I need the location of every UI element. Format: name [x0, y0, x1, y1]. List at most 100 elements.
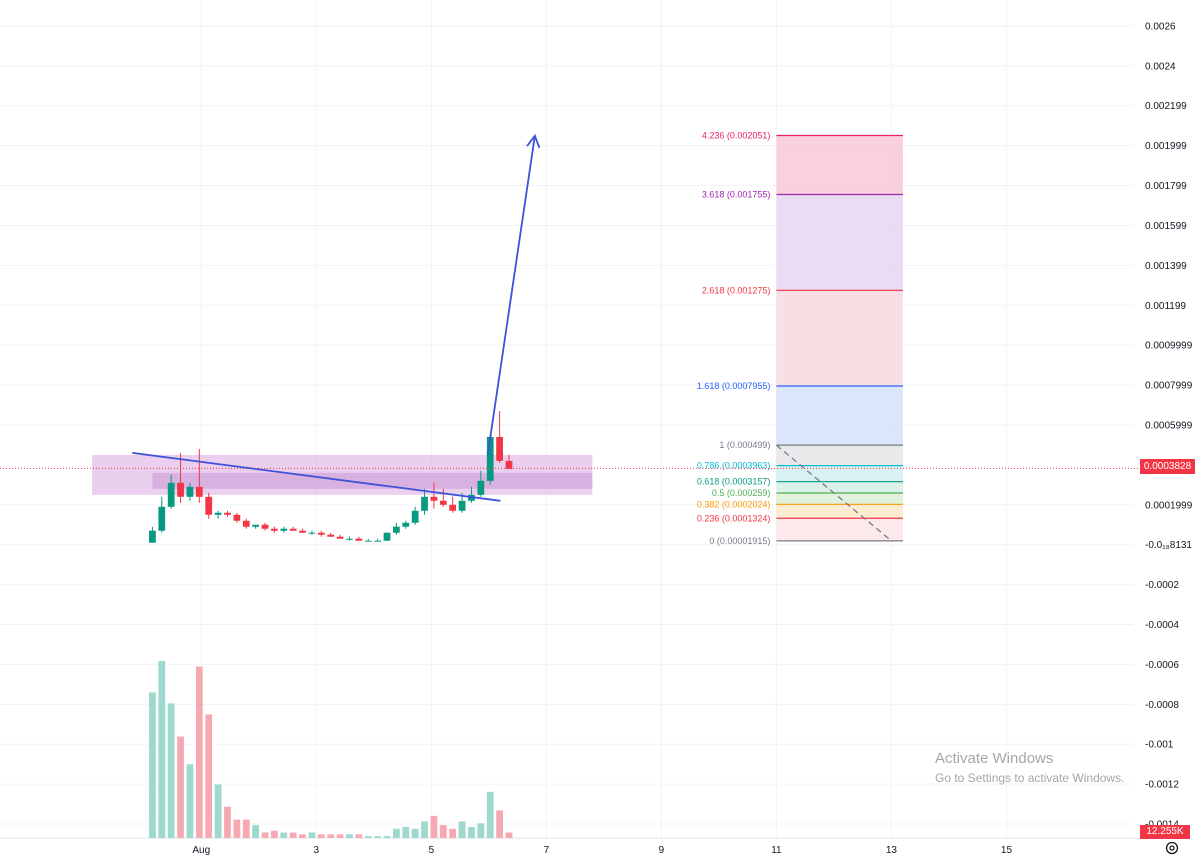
candle-body: [449, 504, 457, 511]
volume-bar: [242, 819, 250, 838]
x-tick-label: 7: [544, 845, 550, 856]
y-tick-label: 0.001799: [1145, 181, 1187, 192]
candle-body: [327, 534, 335, 537]
x-axis[interactable]: Aug 3 5 7 9 11 13 15: [192, 845, 1012, 856]
y-tick-label: 0.001999: [1145, 141, 1187, 152]
fib-level-label: 0.382 (0.0002024): [697, 499, 771, 509]
volume-bar: [439, 825, 447, 838]
volume-bar: [261, 832, 269, 838]
x-tick-label: 5: [429, 845, 435, 856]
volume-bar: [177, 736, 184, 838]
candle-body: [224, 512, 231, 515]
volume-bar: [364, 836, 372, 838]
y-tick-label: 0.0024: [1145, 61, 1176, 72]
candle-body: [374, 540, 381, 542]
volume-bar: [308, 832, 316, 838]
volume-bar: [486, 791, 494, 838]
candle-body: [167, 482, 175, 507]
candle-body: [486, 436, 494, 481]
volume-bar: [421, 821, 428, 838]
volume-bar: [186, 764, 194, 838]
fib-band: [776, 445, 903, 466]
volume-bar: [336, 834, 344, 838]
current-price-badge: 0.0003828: [1140, 459, 1195, 474]
candle-body: [393, 526, 400, 533]
candle-body: [261, 524, 269, 529]
volume-bar: [374, 836, 381, 838]
candle-body: [336, 536, 344, 539]
fib-extension: 4.236 (0.002051) 3.618 (0.001755) 2.618 (0…: [697, 130, 903, 546]
volume-bar: [496, 810, 503, 838]
candle-body: [271, 528, 278, 531]
candle-body: [383, 532, 391, 541]
volume-badge: 12.255K: [1140, 825, 1190, 839]
volume-bar: [158, 660, 166, 838]
volume-bar: [289, 832, 297, 838]
fib-level-label: 1 (0.000499): [719, 440, 770, 450]
volume-bar: [449, 828, 457, 838]
fib-level-label: 0.236 (0.0001324): [697, 513, 771, 523]
projection-arrow-head: [526, 133, 541, 149]
candle-body: [505, 460, 513, 469]
candle-body: [439, 500, 447, 505]
volume-bar: [280, 832, 288, 838]
fib-level-label: 0 (0.00001915): [709, 536, 770, 546]
fib-level-label: 2.618 (0.001275): [702, 285, 771, 295]
candle-body: [458, 500, 466, 511]
fib-band: [776, 493, 903, 505]
fib-level-label: 3.618 (0.001755): [702, 190, 771, 200]
gear-icon[interactable]: [1164, 840, 1180, 856]
candle-body: [430, 496, 438, 501]
volume-bar: [167, 703, 175, 838]
x-tick-label: 13: [886, 845, 898, 856]
y-tick-label: 0.0005999: [1145, 420, 1193, 431]
candle-body: [195, 486, 203, 497]
candle-body: [346, 538, 353, 540]
candle-body: [477, 480, 485, 495]
volume-bar: [224, 806, 231, 838]
y-axis[interactable]: 0.0026 0.0024 0.002199 0.001999 0.001799 0.00…: [1145, 21, 1193, 830]
x-tick-label: 3: [314, 845, 320, 856]
chart-grid: [0, 0, 1140, 839]
candle-body: [158, 506, 166, 531]
volume-bar: [468, 826, 475, 838]
volume-bar: [411, 828, 419, 838]
candlesticks: [149, 411, 513, 543]
y-tick-label: -0.0₁₈8131: [1145, 540, 1192, 551]
candle-body: [233, 514, 241, 521]
candle-body: [317, 532, 325, 535]
y-tick-label: -0.001: [1145, 740, 1174, 751]
x-tick-label: 9: [659, 845, 665, 856]
candle-body: [496, 436, 503, 461]
y-tick-label: -0.0008: [1145, 700, 1179, 711]
volume-bar: [355, 834, 363, 838]
volume-bar: [402, 826, 410, 838]
volume-bar: [477, 823, 485, 838]
candle-body: [402, 522, 410, 527]
drawings: [0, 133, 1140, 502]
candle-body: [214, 512, 222, 515]
y-tick-label: 0.001599: [1145, 221, 1187, 232]
candle-body: [411, 510, 419, 523]
candle-body: [289, 528, 297, 531]
fib-band: [776, 481, 903, 494]
fib-level-label: 1.618 (0.0007955): [697, 381, 771, 391]
volume-bar: [233, 819, 241, 838]
y-tick-label: 0.0026: [1145, 21, 1176, 32]
fib-band: [776, 385, 903, 446]
rectangle-zones: [92, 454, 593, 495]
volume-bar: [346, 834, 353, 838]
y-tick-label: -0.0002: [1145, 580, 1179, 591]
x-tick-label: 11: [771, 845, 782, 856]
y-tick-label: 0.001399: [1145, 261, 1187, 272]
volume-bar: [252, 825, 260, 838]
fib-band: [776, 135, 903, 195]
watermark-subtitle: Go to Settings to activate Windows.: [935, 771, 1125, 785]
y-tick-label: 0.001199: [1145, 301, 1186, 312]
y-tick-label: 0.002199: [1145, 101, 1187, 112]
inner-zone-rect: [152, 472, 593, 489]
fib-band: [776, 290, 903, 386]
volume-bar: [393, 828, 400, 838]
fib-band: [776, 504, 903, 519]
